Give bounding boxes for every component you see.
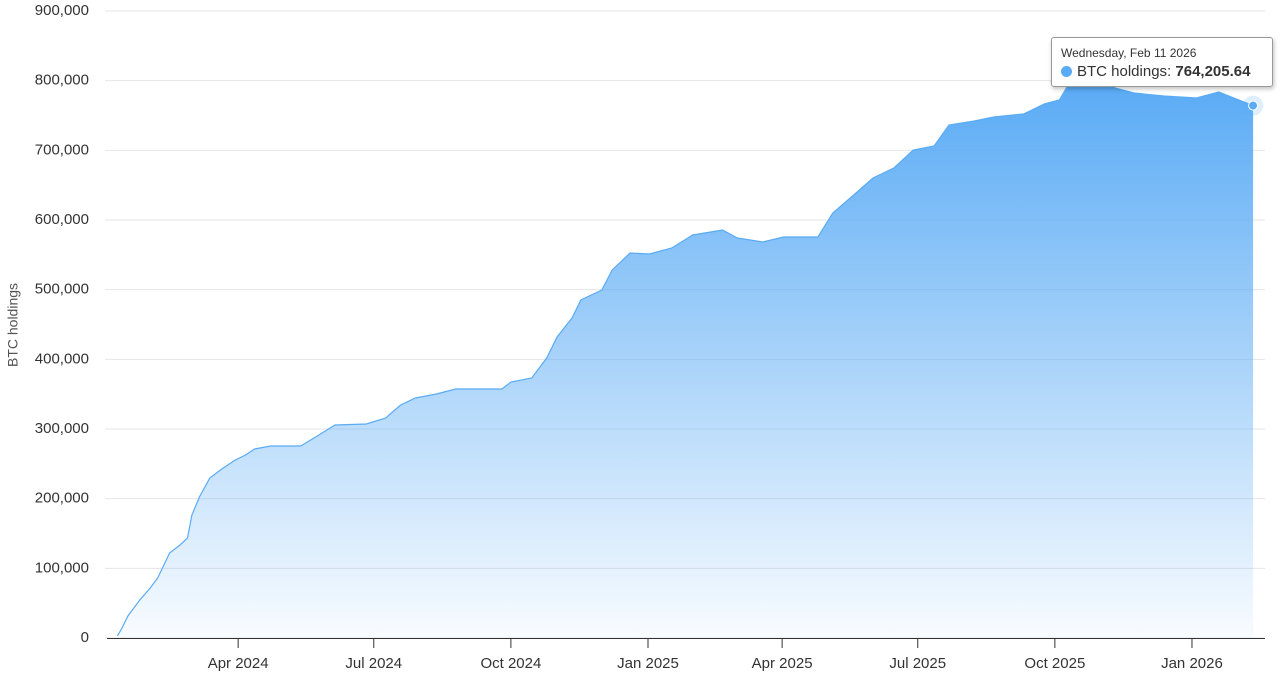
y-tick-label: 200,000 [35, 490, 89, 507]
y-tick-label: 900,000 [35, 2, 89, 19]
y-tick-label: 100,000 [35, 559, 89, 576]
y-tick-label: 600,000 [35, 211, 89, 228]
x-tick-label: Apr 2025 [752, 655, 813, 672]
tooltip-value: 764,205.64 [1175, 63, 1251, 80]
x-tick-label: Jul 2024 [345, 655, 402, 672]
y-tick-label: 700,000 [35, 141, 89, 158]
y-tick-label: 800,000 [35, 72, 89, 89]
x-tick-label: Jul 2025 [889, 655, 946, 672]
tooltip-row: BTC holdings: 764,205.64 [1061, 63, 1263, 80]
tooltip-label: BTC holdings: [1077, 63, 1172, 80]
y-tick-label: 400,000 [35, 350, 89, 367]
area-line [116, 84, 1254, 637]
tooltip: Wednesday, Feb 11 2026 BTC holdings: 764… [1051, 37, 1273, 87]
hover-point [1248, 100, 1259, 111]
y-axis-title: BTC holdings [5, 283, 21, 367]
area-fill [117, 85, 1254, 638]
y-tick-label: 500,000 [35, 281, 89, 298]
x-tick-label: Apr 2024 [208, 655, 269, 672]
tooltip-date: Wednesday, Feb 11 2026 [1061, 46, 1197, 60]
y-tick-label: 300,000 [35, 420, 89, 437]
y-tick-label: 0 [81, 629, 89, 646]
x-tick-label: Jan 2026 [1161, 655, 1223, 672]
x-tick-label: Oct 2025 [1024, 655, 1085, 672]
tooltip-dot [1061, 66, 1072, 77]
x-tick-label: Oct 2024 [480, 655, 541, 672]
x-tick-label: Jan 2025 [617, 655, 679, 672]
